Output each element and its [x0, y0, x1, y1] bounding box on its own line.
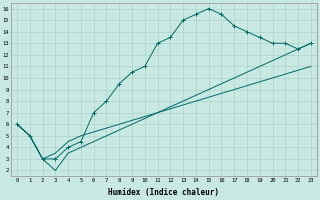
- X-axis label: Humidex (Indice chaleur): Humidex (Indice chaleur): [108, 188, 220, 197]
